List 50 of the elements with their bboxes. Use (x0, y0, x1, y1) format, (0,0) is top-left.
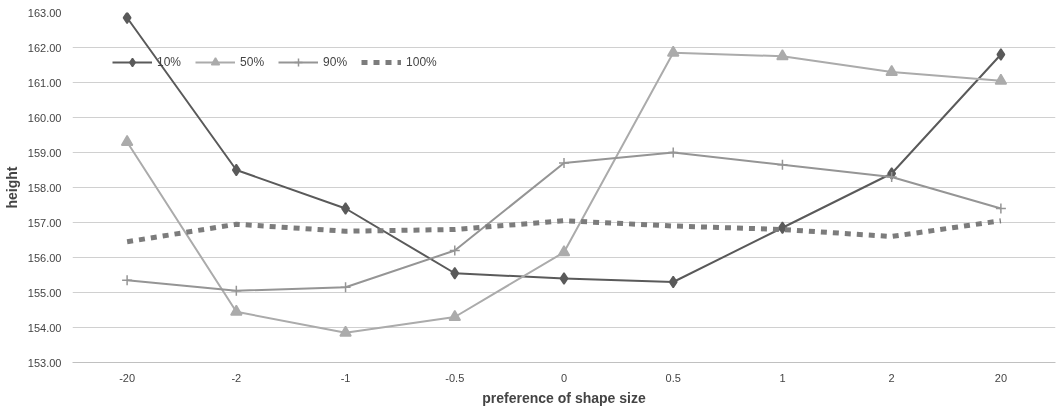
y-tick-label: 162.00 (27, 41, 62, 54)
point (559, 272, 569, 285)
legend-label: 100% (406, 55, 437, 69)
point (776, 49, 789, 61)
x-tick-label: 20 (994, 371, 1008, 384)
y-tick-label: 158.00 (27, 181, 62, 194)
point (994, 73, 1008, 85)
y-tick-label: 153.00 (27, 356, 62, 369)
point (120, 134, 134, 146)
y-tick-label: 154.00 (27, 321, 62, 334)
x-tick-label: -0.5 (445, 371, 465, 384)
point (339, 281, 352, 293)
x-tick-label: 0 (560, 371, 568, 384)
x-tick-label: 0.5 (665, 371, 681, 384)
point (450, 267, 460, 280)
point (885, 171, 898, 183)
legend-label: 90% (323, 55, 348, 69)
point (776, 159, 789, 171)
x-axis-title: preference of shape size (482, 389, 646, 406)
point (885, 64, 898, 76)
x-tick-label: 2 (888, 371, 895, 384)
point (122, 12, 132, 24)
point (558, 157, 570, 169)
x-tick-label: -1 (340, 371, 351, 384)
legend-label: 50% (240, 55, 265, 69)
legend-label: 10% (157, 55, 182, 69)
x-tick-label: 1 (779, 371, 786, 384)
x-tick-label: -20 (119, 371, 136, 384)
point (230, 285, 243, 297)
y-tick-label: 160.00 (27, 111, 62, 124)
x-tick-label: -2 (231, 371, 242, 384)
point (666, 45, 680, 57)
point (231, 163, 241, 177)
point (339, 325, 352, 337)
y-tick-label: 156.00 (27, 251, 62, 264)
y-axis-title: height (3, 166, 20, 209)
point (995, 202, 1007, 215)
point (996, 48, 1006, 61)
point (448, 309, 462, 321)
y-tick-label: 163.00 (27, 6, 62, 19)
point (557, 245, 571, 257)
point (667, 146, 679, 159)
point (230, 304, 243, 316)
y-tick-label: 157.00 (27, 216, 62, 229)
point (121, 274, 133, 286)
y-tick-label: 155.00 (27, 286, 62, 299)
y-tick-label: 161.00 (27, 76, 62, 89)
y-tick-label: 159.00 (27, 146, 62, 159)
point (449, 244, 461, 257)
point (668, 275, 678, 289)
